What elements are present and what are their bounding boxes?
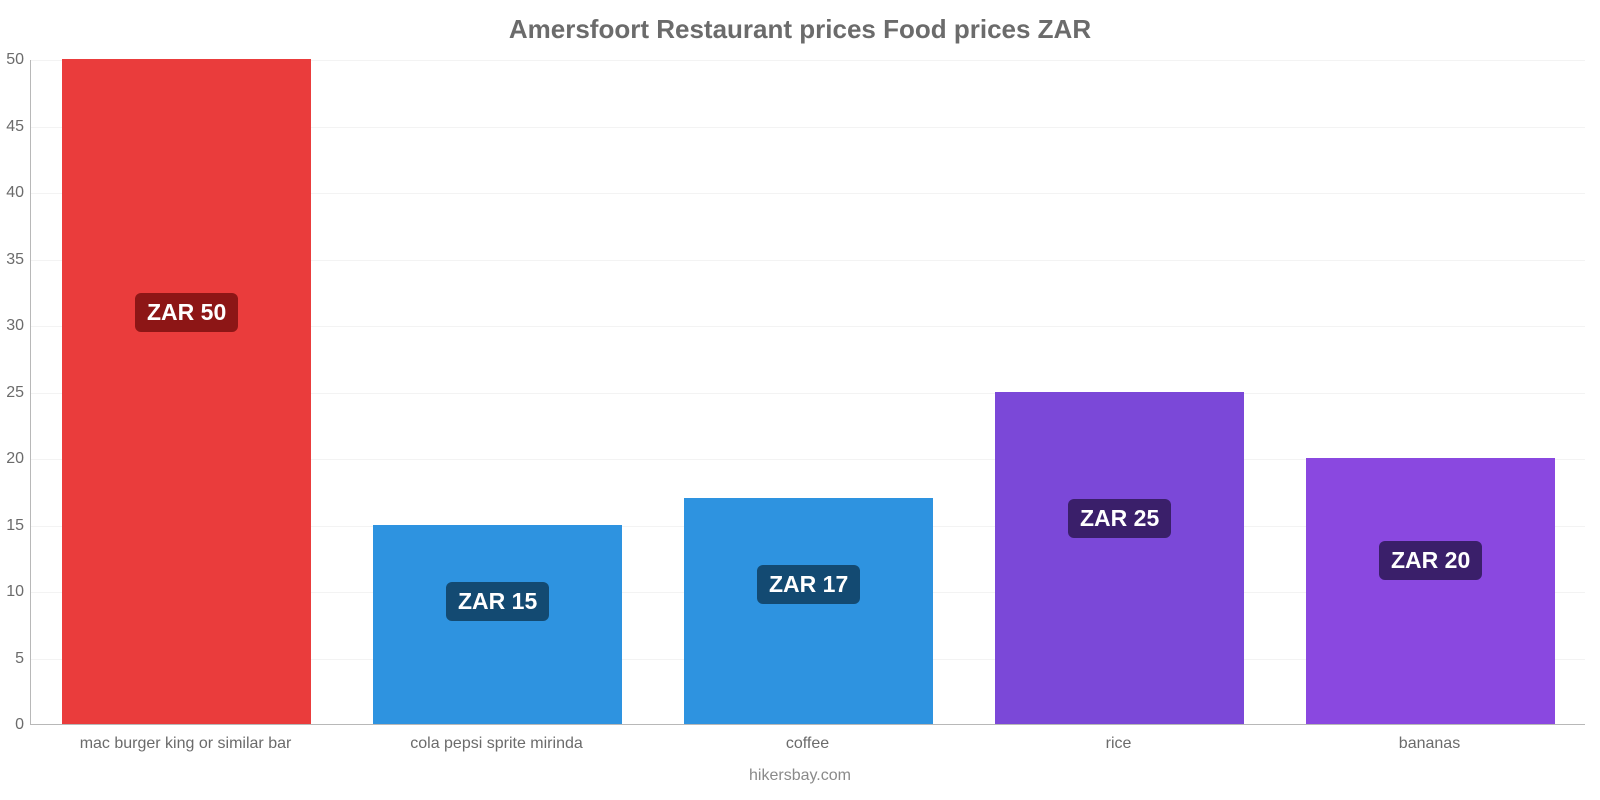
value-badge: ZAR 25 (1068, 499, 1171, 538)
value-badge: ZAR 50 (135, 293, 238, 332)
plot-area: ZAR 50 ZAR 15 ZAR 17 ZAR 25 ZAR 20 (30, 60, 1585, 725)
x-category-label: coffee (652, 735, 963, 753)
y-tick-label: 10 (0, 583, 24, 601)
y-tick-label: 40 (0, 184, 24, 202)
attribution-text: hikersbay.com (0, 767, 1600, 785)
bar (684, 498, 933, 724)
y-tick-label: 20 (0, 450, 24, 468)
y-tick-label: 0 (0, 716, 24, 734)
x-category-label: cola pepsi sprite mirinda (341, 735, 652, 753)
chart-title: Amersfoort Restaurant prices Food prices… (0, 14, 1600, 45)
y-tick-label: 15 (0, 517, 24, 535)
bar (62, 59, 311, 724)
y-tick-label: 50 (0, 51, 24, 69)
x-category-label: rice (963, 735, 1274, 753)
x-category-label: mac burger king or similar bar (30, 735, 341, 753)
x-category-label: bananas (1274, 735, 1585, 753)
bar (995, 392, 1244, 725)
y-tick-label: 35 (0, 251, 24, 269)
y-tick-label: 30 (0, 317, 24, 335)
bar (373, 525, 622, 725)
value-badge: ZAR 15 (446, 582, 549, 621)
bar (1306, 458, 1555, 724)
value-badge: ZAR 17 (757, 565, 860, 604)
y-tick-label: 25 (0, 384, 24, 402)
y-tick-label: 45 (0, 118, 24, 136)
value-badge: ZAR 20 (1379, 541, 1482, 580)
price-bar-chart: Amersfoort Restaurant prices Food prices… (0, 0, 1600, 800)
y-tick-label: 5 (0, 650, 24, 668)
